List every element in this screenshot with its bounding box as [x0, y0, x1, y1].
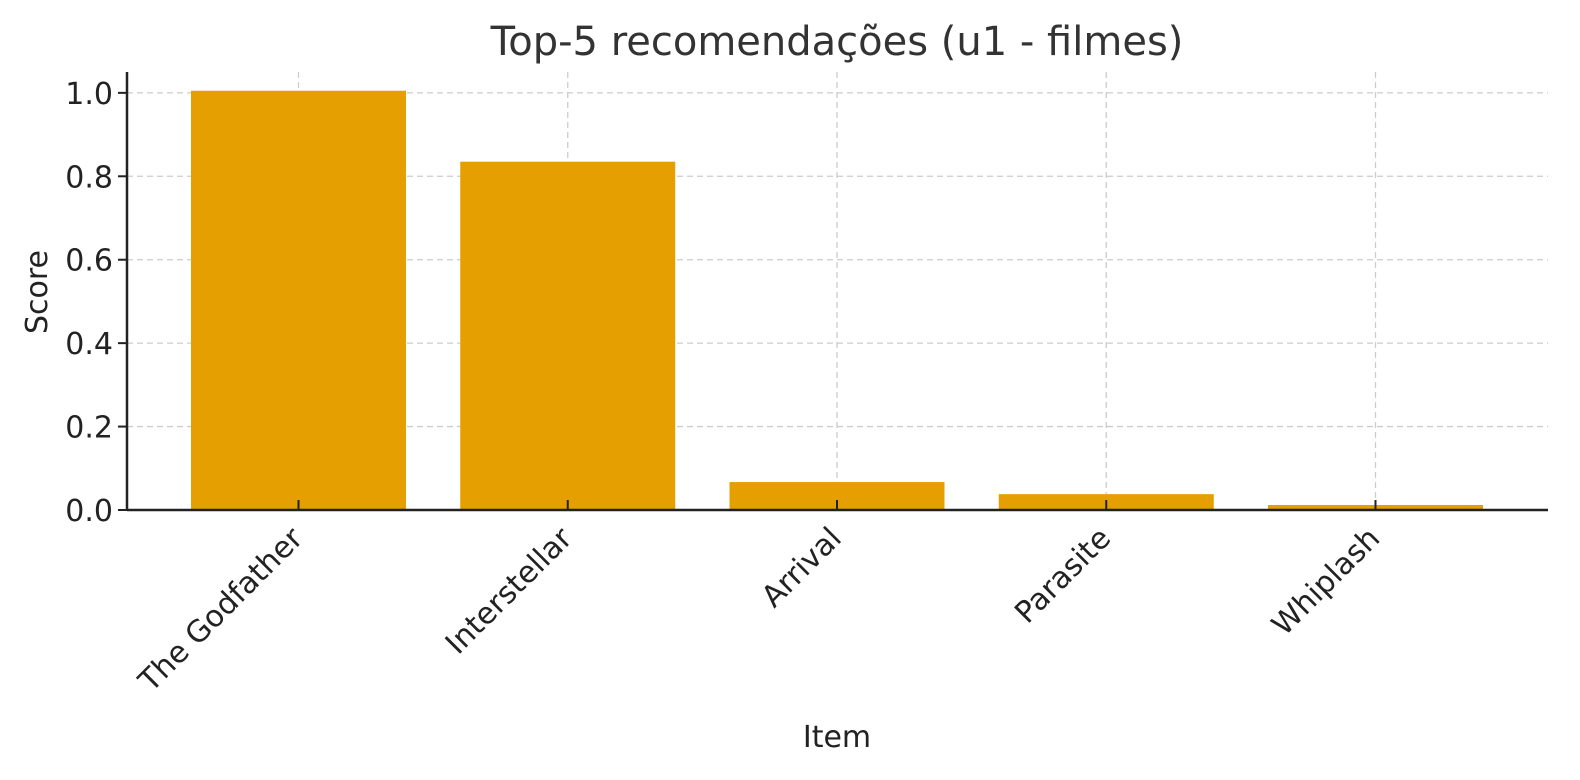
x-axis-label: Item	[803, 720, 871, 755]
bars-layer	[191, 90, 1483, 511]
bar	[460, 161, 676, 510]
x-tick-label: Parasite	[1008, 521, 1118, 631]
x-tick-label: The Godfather	[132, 520, 311, 699]
x-tick-label: Interstellar	[439, 520, 580, 661]
x-tick-label: Whiplash	[1265, 521, 1387, 643]
axes-layer	[118, 72, 1548, 512]
y-tick-label: 0.2	[65, 411, 113, 446]
bar	[191, 90, 406, 511]
y-tick-label: 0.6	[65, 244, 113, 279]
x-tick-label: Arrival	[755, 521, 849, 615]
y-tick-label: 1.0	[65, 77, 113, 112]
y-axis-label: Score	[20, 250, 55, 334]
y-tick-label: 0.0	[65, 494, 113, 529]
y-tick-label: 0.4	[65, 327, 113, 362]
y-tick-label: 0.8	[65, 160, 113, 195]
chart-title: Top-5 recomendações (u1 - filmes)	[490, 19, 1184, 65]
